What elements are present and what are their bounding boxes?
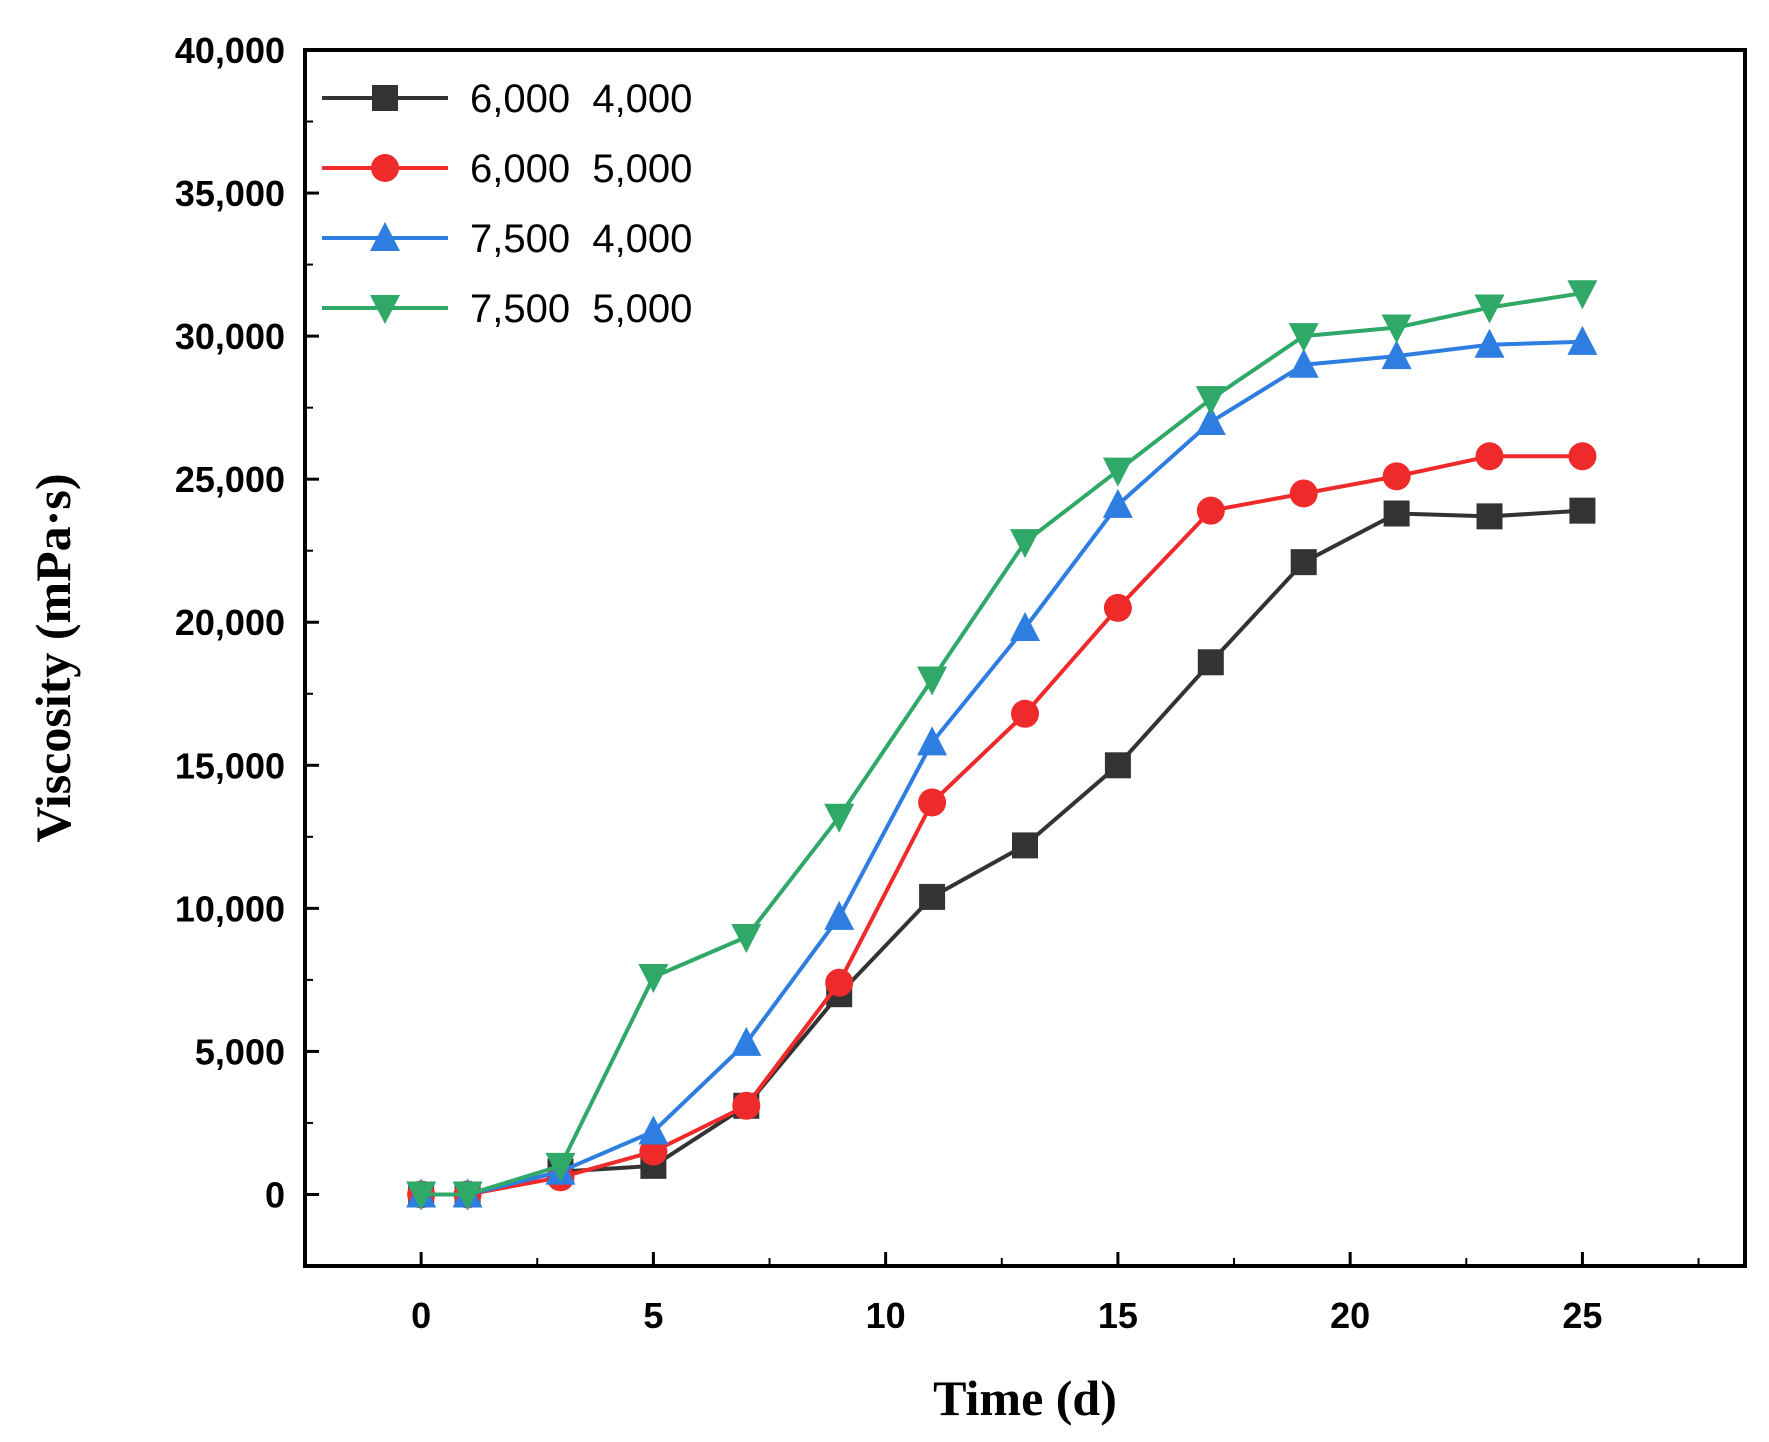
x-tick-label: 15	[1098, 1295, 1138, 1336]
axis-ticks: 0 5,000 10,000 15,000 20,000 25,000 30,000 35,0…	[175, 30, 1700, 1336]
data-point	[1381, 314, 1412, 344]
legend-item-1: 6,000 4,000	[322, 77, 692, 121]
series-line	[421, 339, 1583, 1197]
data-point	[1475, 442, 1504, 471]
data-point	[1568, 442, 1597, 471]
series-3	[406, 325, 1598, 1208]
series-line	[421, 508, 1583, 1197]
legend-marker	[372, 85, 398, 111]
data-point	[919, 883, 946, 910]
data-point	[1382, 462, 1411, 491]
legend: 6,000 4,000 6,000 5,000 7,500 4,000 7,500 5…	[322, 77, 692, 331]
data-point	[1474, 294, 1505, 324]
data-point	[1288, 348, 1319, 378]
legend-item-2: 6,000 5,000	[322, 147, 692, 191]
data-point	[917, 726, 948, 756]
data-point	[731, 1026, 762, 1056]
x-tick-label: 10	[866, 1295, 906, 1336]
y-tick-label: 0	[265, 1174, 285, 1215]
y-tick-label: 35,000	[175, 173, 285, 214]
data-point	[824, 900, 855, 930]
data-point	[638, 1115, 669, 1145]
legend-marker	[370, 222, 400, 251]
data-point	[1289, 479, 1318, 508]
data-point	[545, 1152, 576, 1182]
y-tick-label: 25,000	[175, 459, 285, 500]
data-point	[1567, 280, 1598, 310]
x-axis-title: Time (d)	[933, 1370, 1117, 1426]
data-point	[1567, 325, 1598, 355]
legend-label: 6,000 4,000	[470, 77, 692, 121]
x-tick-label: 25	[1562, 1295, 1602, 1336]
plot-frame	[303, 48, 1747, 1268]
data-point	[1383, 500, 1410, 527]
series-1	[408, 497, 1596, 1208]
data-point	[638, 964, 669, 994]
data-point	[1011, 699, 1039, 728]
series-line	[421, 291, 1583, 1197]
data-point	[918, 788, 947, 817]
data-point	[1104, 752, 1131, 779]
data-point	[917, 666, 948, 696]
data-point	[1103, 593, 1132, 622]
data-point	[406, 1181, 437, 1211]
data-point	[1010, 529, 1040, 559]
legend-label: 6,000 5,000	[470, 147, 692, 191]
y-tick-label: 30,000	[175, 316, 285, 357]
x-tick-label: 0	[411, 1295, 431, 1336]
data-point	[1381, 340, 1412, 370]
data-point	[452, 1181, 483, 1211]
x-tick-label: 5	[643, 1295, 663, 1336]
data-point	[1476, 503, 1503, 530]
data-point	[1010, 611, 1040, 641]
y-tick-label: 5,000	[195, 1031, 285, 1072]
legend-label: 7,500 4,000	[470, 217, 692, 261]
y-tick-label: 15,000	[175, 745, 285, 786]
y-tick-label: 10,000	[175, 888, 285, 929]
data-point	[639, 1137, 668, 1166]
legend-item-3: 7,500 4,000	[322, 217, 692, 261]
data-point	[1012, 832, 1038, 859]
series-2	[407, 442, 1597, 1209]
data-point	[825, 968, 854, 997]
y-tick-label: 40,000	[175, 30, 285, 71]
data-point	[732, 1091, 761, 1120]
data-point	[1102, 488, 1133, 518]
data-point	[1569, 497, 1596, 524]
series-line	[421, 454, 1583, 1197]
data-point	[731, 923, 762, 953]
series-4	[406, 280, 1598, 1211]
data-point	[1195, 405, 1226, 435]
legend-marker	[370, 295, 400, 324]
data-point	[1290, 549, 1317, 576]
legend-label: 7,500 5,000	[470, 287, 692, 331]
data-point	[824, 803, 855, 833]
data-point	[1288, 323, 1319, 353]
x-tick-label: 20	[1330, 1295, 1370, 1336]
legend-marker	[371, 154, 399, 182]
data-point	[1102, 457, 1133, 487]
data-point	[1195, 386, 1226, 416]
data-point	[1474, 328, 1505, 358]
data-point	[1196, 496, 1225, 525]
data-point	[1197, 649, 1224, 676]
y-axis-title: Viscosity (mPa·s)	[25, 474, 81, 843]
legend-item-4: 7,500 5,000	[322, 287, 692, 331]
y-tick-label: 20,000	[175, 602, 285, 643]
series-layer	[406, 280, 1598, 1211]
